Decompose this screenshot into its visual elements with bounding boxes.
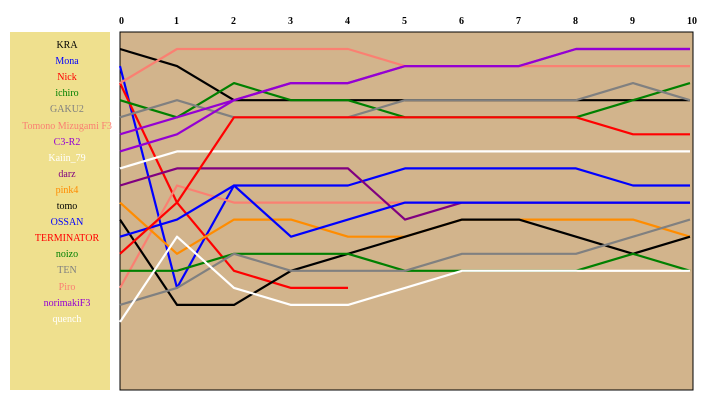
plot-area (120, 32, 693, 390)
legend-entry: TEN (57, 265, 77, 277)
x-tick-label: 2 (231, 16, 236, 27)
legend-panel: KRA Mona Nick ichiro GAKU2 Tomono Mizugami F3… (10, 32, 112, 390)
x-tick-label: 10 (687, 16, 697, 27)
legend-entry: OSSAN (50, 217, 84, 229)
legend-entry: quench (52, 313, 82, 325)
legend-entry: Nick (57, 72, 77, 84)
series-line-mona (118, 65, 690, 289)
series-line-kaiin-79 (119, 150, 690, 170)
legend-entry: GAKU2 (50, 104, 84, 116)
x-tick-label: 5 (402, 16, 407, 27)
legend-entry: KRA (56, 40, 78, 51)
series-line-terminator (119, 116, 690, 255)
legend-entry: norimakiF3 (43, 297, 91, 309)
legend-entry: TERMINATOR (34, 233, 100, 245)
series-line-nick (119, 82, 348, 289)
x-tick-label: 7 (516, 16, 521, 27)
legend-entry: Tomono Mizugami F3 (22, 120, 112, 132)
legend-entry: darz (58, 168, 76, 180)
legend-entry: Piro (58, 281, 76, 293)
x-tick-label: 8 (573, 16, 578, 27)
series-line-quench (119, 235, 690, 323)
x-tick-label: 4 (345, 16, 350, 27)
x-tick-label: 1 (174, 16, 179, 27)
legend-entry: noizo (55, 249, 79, 261)
legend-entry: Mona (55, 56, 79, 68)
legend-entry: tomo (56, 201, 78, 212)
legend-entry: ichiro (55, 88, 79, 100)
legend-entry: Kaiin_79 (48, 152, 86, 164)
x-tick-label: 6 (459, 16, 464, 27)
x-tick-label: 3 (288, 16, 293, 27)
series-line-tomo (119, 218, 691, 306)
series-line-ossan (119, 184, 690, 238)
legend-entry: pink4 (55, 184, 79, 196)
series-line-ten (119, 218, 691, 306)
x-tick-label: 0 (119, 16, 124, 27)
x-tick-label: 9 (630, 16, 635, 27)
plot-frame (119, 31, 694, 391)
series-line-norimakif3 (119, 47, 690, 136)
legend-entry: C3-R2 (53, 136, 81, 148)
